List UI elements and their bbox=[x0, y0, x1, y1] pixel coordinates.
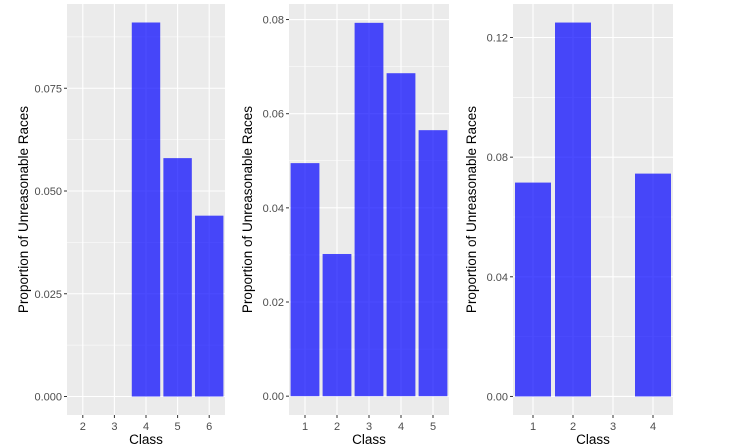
x-tick-label: 3 bbox=[111, 421, 117, 433]
x-tick-label: 2 bbox=[334, 421, 340, 433]
x-tick-label: 4 bbox=[398, 421, 404, 433]
y-tick-label: 0.04 bbox=[487, 272, 508, 284]
bar-class-4 bbox=[635, 173, 671, 397]
chart-panel-1: 0.000 0.025 0.050 0.075 2 3 4 5 6 Class Proportion… bbox=[16, 4, 225, 447]
bar-class-3 bbox=[354, 22, 384, 397]
x-axis-title: Class bbox=[352, 432, 386, 447]
x-tick-label: 2 bbox=[570, 421, 576, 433]
x-tick-label: 1 bbox=[302, 421, 308, 433]
x-tick-label: 3 bbox=[610, 421, 616, 433]
bar-class-1 bbox=[290, 163, 320, 397]
chart-panel-2: 0.00 0.02 0.04 0.06 0.08 1 2 3 4 5 Class Proportion… bbox=[240, 4, 449, 447]
y-tick-label: 0.025 bbox=[34, 289, 62, 301]
y-tick-label: 0.00 bbox=[263, 391, 284, 403]
x-axis-title: Class bbox=[576, 432, 610, 447]
bar-class-2 bbox=[322, 253, 352, 397]
bar-class-4 bbox=[131, 22, 161, 397]
x-tick-label: 2 bbox=[80, 421, 86, 433]
y-tick-label: 0.02 bbox=[263, 297, 284, 309]
bar-class-5 bbox=[418, 130, 448, 397]
bar-class-1 bbox=[515, 182, 551, 397]
chart-panel-3: 0.00 0.04 0.08 0.12 1 2 3 4 Class Proportion of U… bbox=[464, 4, 673, 447]
bar-class-2 bbox=[555, 22, 591, 397]
x-tick-label: 5 bbox=[430, 421, 436, 433]
y-tick-label: 0.08 bbox=[263, 15, 284, 27]
y-tick-label: 0.06 bbox=[263, 109, 284, 121]
y-tick-label: 0.12 bbox=[487, 33, 508, 45]
x-tick-label: 5 bbox=[175, 421, 181, 433]
y-axis-title: Proportion of Unreasonable Races bbox=[16, 106, 31, 313]
y-tick-label: 0.075 bbox=[34, 83, 62, 95]
x-tick-label: 4 bbox=[650, 421, 656, 433]
y-tick-label: 0.08 bbox=[487, 152, 508, 164]
bar-class-5 bbox=[163, 158, 192, 397]
y-tick-label: 0.04 bbox=[263, 203, 284, 215]
y-tick-label: 0.00 bbox=[487, 391, 508, 403]
bar-class-6 bbox=[194, 215, 224, 397]
y-tick-label: 0.050 bbox=[34, 186, 62, 198]
y-tick-label: 0.000 bbox=[34, 392, 62, 404]
x-tick-label: 4 bbox=[143, 421, 149, 433]
y-axis-title: Proportion of Unreasonable Races bbox=[464, 106, 479, 313]
x-tick-label: 6 bbox=[206, 421, 212, 433]
bar-class-4 bbox=[386, 73, 416, 397]
x-tick-label: 1 bbox=[530, 421, 536, 433]
x-tick-label: 3 bbox=[366, 421, 372, 433]
y-axis-title: Proportion of Unreasonable Races bbox=[240, 106, 255, 313]
x-axis-title: Class bbox=[129, 432, 163, 447]
